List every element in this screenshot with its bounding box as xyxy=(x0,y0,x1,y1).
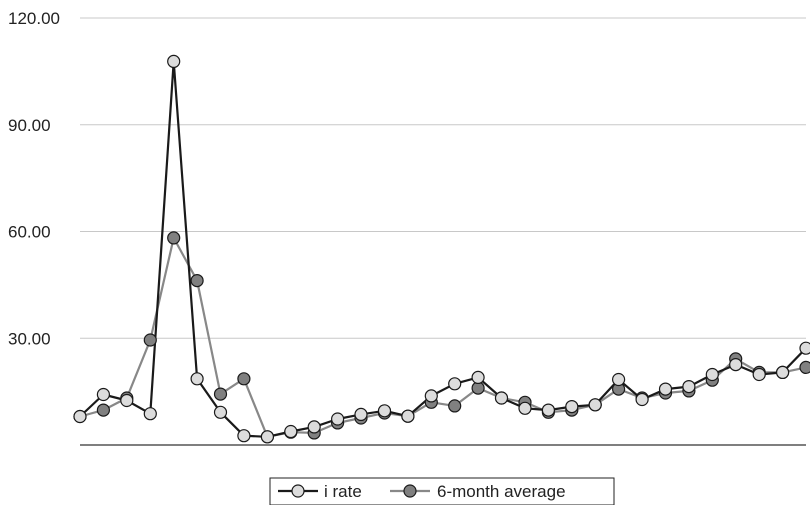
data-point-6-month-average xyxy=(213,387,228,401)
data-point-i-rate xyxy=(448,377,462,391)
legend-label-i-rate: i rate xyxy=(324,482,362,501)
data-point-i-rate xyxy=(260,430,274,444)
y-tick-label: 90.00 xyxy=(8,116,51,135)
data-point-i-rate xyxy=(588,398,602,412)
data-point-i-rate xyxy=(96,387,111,402)
data-point-i-rate xyxy=(518,401,532,415)
data-point-i-rate xyxy=(541,403,556,417)
y-tick-label: 120.00 xyxy=(8,9,60,28)
data-point-i-rate xyxy=(354,407,368,421)
series-lines xyxy=(73,54,810,444)
legend: i rate 6-month average xyxy=(269,477,615,505)
data-point-i-rate xyxy=(377,404,392,418)
y-tick-labels: 30.00 60.00 90.00 120.00 xyxy=(8,9,60,348)
legend-label-6-month-average: 6-month average xyxy=(437,482,566,501)
legend-box xyxy=(269,477,615,505)
data-point-6-month-average xyxy=(237,372,251,386)
data-point-i-rate xyxy=(213,405,228,419)
data-point-i-rate xyxy=(331,412,345,426)
data-point-i-rate xyxy=(73,409,87,424)
data-point-i-rate xyxy=(705,367,719,382)
data-point-i-rate xyxy=(237,429,251,443)
data-point-i-rate xyxy=(143,407,157,421)
data-point-i-rate xyxy=(658,382,673,396)
y-tick-label: 30.00 xyxy=(8,329,51,348)
data-point-i-rate xyxy=(611,372,626,387)
data-point-6-month-average xyxy=(799,360,810,374)
data-point-6-month-average xyxy=(143,333,157,347)
data-point-i-rate xyxy=(494,391,509,405)
data-point-6-month-average xyxy=(96,403,111,417)
data-point-i-rate xyxy=(565,400,579,414)
data-point-i-rate xyxy=(682,380,696,394)
data-point-6-month-average xyxy=(448,399,462,413)
data-point-i-rate xyxy=(775,365,790,379)
y-tick-label: 60.00 xyxy=(8,223,51,242)
data-point-i-rate xyxy=(401,409,415,423)
data-point-i-rate xyxy=(471,370,485,384)
data-point-i-rate xyxy=(120,393,134,408)
data-point-i-rate xyxy=(167,54,181,69)
data-point-i-rate xyxy=(284,424,298,439)
legend-marker-6-month-average xyxy=(403,484,417,498)
legend-marker-i-rate xyxy=(291,484,305,498)
data-point-6-month-average xyxy=(190,274,204,288)
series-line-i-rate xyxy=(79,60,807,438)
data-point-6-month-average xyxy=(167,231,181,245)
data-point-i-rate xyxy=(424,389,438,403)
data-point-i-rate xyxy=(729,358,743,372)
data-point-i-rate xyxy=(635,392,649,407)
data-point-i-rate xyxy=(752,367,766,382)
data-point-i-rate xyxy=(307,420,321,434)
data-point-i-rate xyxy=(799,341,810,355)
gridlines xyxy=(80,17,806,339)
data-point-i-rate xyxy=(190,372,204,386)
